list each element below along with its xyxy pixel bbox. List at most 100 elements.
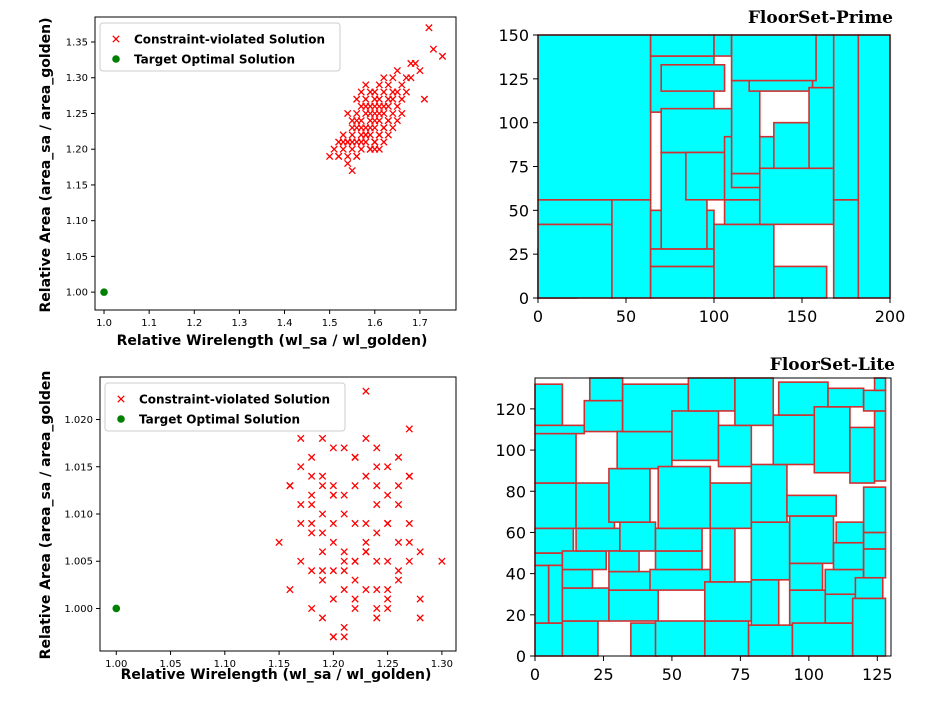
violated-point xyxy=(307,453,316,461)
violated-point xyxy=(384,81,392,89)
floorplan-block xyxy=(824,593,857,624)
floorplan-block xyxy=(713,223,775,299)
floorplan-block xyxy=(534,527,575,554)
floorplan-block xyxy=(703,581,753,622)
violated-point xyxy=(357,88,365,96)
floorplan-block xyxy=(561,620,599,657)
floorplan-block xyxy=(575,482,616,530)
violated-point xyxy=(394,453,403,461)
legend-box xyxy=(104,382,346,432)
y-axis-label: Relative Area (area_sa / area_golden xyxy=(38,371,54,660)
y-tick-label: 1.05 xyxy=(66,252,88,263)
floorplan-block xyxy=(619,521,657,552)
violated-point xyxy=(344,138,352,146)
violated-point xyxy=(405,538,413,547)
y-tick-label: 1.015 xyxy=(64,462,93,473)
x-tick-label: 50 xyxy=(616,307,636,326)
violated-point xyxy=(389,109,397,118)
violated-point xyxy=(371,138,379,146)
floorplan-block xyxy=(588,377,624,402)
violated-point xyxy=(362,434,370,443)
violated-point xyxy=(425,24,433,32)
violated-point xyxy=(351,519,359,528)
x-tick-label: 1.3 xyxy=(231,318,247,329)
violated-point xyxy=(405,472,413,480)
violated-point xyxy=(329,491,338,499)
violated-point xyxy=(383,604,392,613)
violated-point xyxy=(353,109,361,118)
floorplan-block xyxy=(611,199,652,299)
axes-frame xyxy=(99,376,457,652)
x-tick-label: 1.15 xyxy=(268,659,290,670)
violated-point xyxy=(351,481,359,490)
violated-point xyxy=(373,604,381,613)
violated-point xyxy=(389,74,397,82)
y-tick-label: 60 xyxy=(506,523,526,542)
violated-point xyxy=(344,152,352,161)
violated-point xyxy=(340,633,348,641)
optimal-point xyxy=(100,288,108,296)
floorplan-block xyxy=(534,564,550,624)
floorplan-block xyxy=(713,34,733,57)
violated-point xyxy=(307,604,316,613)
violated-point xyxy=(380,88,388,96)
violated-point xyxy=(362,131,370,139)
x-tick-label: 1.05 xyxy=(159,659,181,670)
violated-point xyxy=(329,595,338,603)
violated-point xyxy=(398,81,406,89)
violated-point xyxy=(383,519,392,528)
violated-point xyxy=(357,116,365,125)
violated-point xyxy=(393,102,401,110)
floorplan-block xyxy=(832,541,865,571)
violated-point xyxy=(297,557,305,565)
violated-point xyxy=(357,124,365,132)
violated-point xyxy=(348,145,356,153)
x-tick-label: 1.7 xyxy=(412,318,428,329)
prime-floorplan-title: FloorSet-Prime xyxy=(748,8,893,28)
violated-point xyxy=(286,585,294,594)
x-tick-label: 1.6 xyxy=(367,318,383,329)
axes-frame xyxy=(94,16,457,311)
violated-point xyxy=(394,567,403,575)
violated-point xyxy=(380,138,388,146)
floorplan-block xyxy=(534,424,586,435)
violated-point xyxy=(330,145,338,153)
y-tick-label: 120 xyxy=(495,400,526,419)
floorplan-block xyxy=(862,486,887,534)
violated-point xyxy=(384,131,392,139)
x-tick-label: 50 xyxy=(662,665,682,684)
floorplan-block xyxy=(616,430,673,470)
floorplan-block xyxy=(835,521,865,544)
violated-point xyxy=(389,124,397,132)
legend-marker-x xyxy=(117,395,125,403)
violated-point xyxy=(373,585,381,594)
violated-point xyxy=(362,585,370,594)
x-tick-label: 125 xyxy=(862,665,893,684)
violated-point xyxy=(429,45,438,53)
floorplan-block xyxy=(649,248,715,268)
violated-point xyxy=(393,116,401,125)
violated-point xyxy=(307,491,316,499)
floorplan-block xyxy=(873,377,887,392)
violated-point xyxy=(344,109,352,118)
y-tick-label: 20 xyxy=(506,606,526,625)
violated-point xyxy=(405,519,413,528)
violated-point xyxy=(416,66,424,75)
violated-point xyxy=(394,576,403,584)
floorplan-block xyxy=(537,199,613,226)
y-tick-label: 40 xyxy=(506,565,526,584)
violated-point xyxy=(318,548,327,556)
floorplan-block xyxy=(709,482,753,530)
violated-point xyxy=(318,510,327,518)
y-tick-label: 1.15 xyxy=(66,180,88,191)
violated-point xyxy=(329,481,338,490)
y-tick-label: 0 xyxy=(516,647,526,666)
x-axis-label: Relative Wirelength (wl_sa / wl_golden) xyxy=(121,667,432,683)
violated-point xyxy=(383,595,392,603)
violated-point xyxy=(318,529,327,537)
violated-point xyxy=(351,604,359,613)
violated-point xyxy=(329,538,338,547)
violated-point xyxy=(297,463,305,471)
floorplan-block xyxy=(583,399,624,433)
violated-point xyxy=(393,66,401,75)
